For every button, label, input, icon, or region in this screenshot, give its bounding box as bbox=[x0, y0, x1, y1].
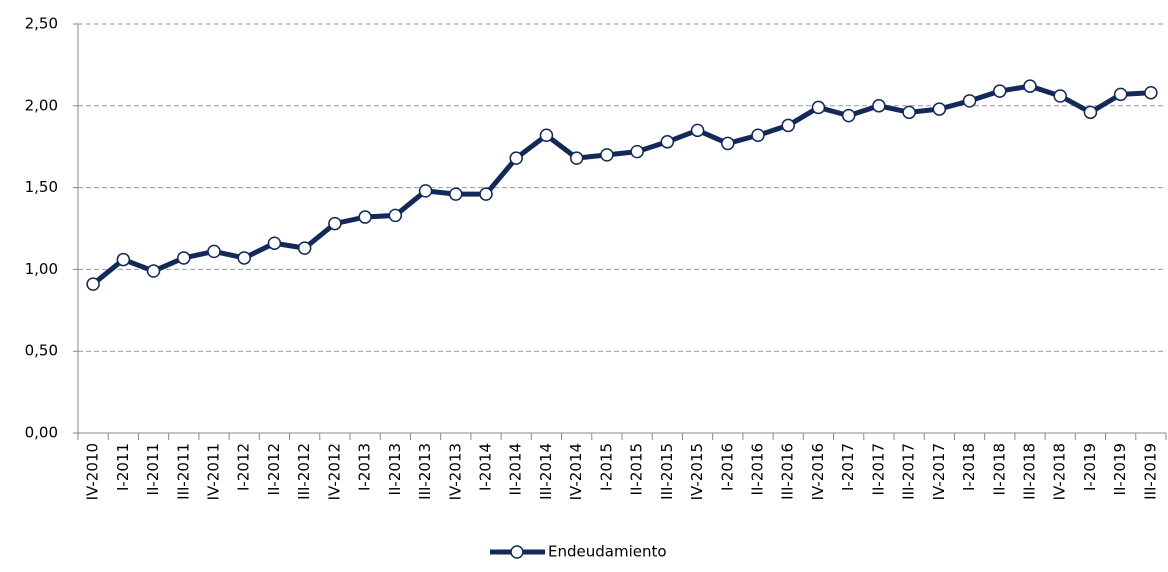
x-tick-label: III-2016 bbox=[779, 443, 797, 500]
data-point bbox=[690, 123, 705, 138]
x-tick-label: II-2012 bbox=[265, 443, 283, 495]
data-point bbox=[932, 102, 947, 116]
data-point bbox=[660, 135, 675, 149]
x-tick-label: I-2018 bbox=[960, 443, 978, 491]
x-tick-label: II-2015 bbox=[628, 443, 646, 495]
x-tick-label: I-2017 bbox=[839, 443, 857, 491]
data-point bbox=[902, 105, 916, 120]
data-point bbox=[993, 84, 1007, 98]
x-tick-label: II-2016 bbox=[749, 443, 767, 495]
data-point bbox=[841, 108, 856, 123]
data-point bbox=[207, 244, 221, 259]
x-tick-label: IV-2018 bbox=[1051, 443, 1069, 500]
data-point bbox=[146, 264, 161, 278]
x-tick-label: IV-2011 bbox=[205, 443, 223, 500]
y-tick-label: 2,00 bbox=[25, 96, 58, 114]
data-point bbox=[962, 94, 977, 108]
x-tick-label: III-2011 bbox=[174, 443, 192, 500]
data-point bbox=[600, 148, 614, 162]
x-tick-label: III-2015 bbox=[658, 443, 676, 500]
data-point bbox=[1144, 85, 1158, 100]
x-tick-label: IV-2012 bbox=[325, 443, 343, 500]
x-tick-label: IV-2010 bbox=[84, 443, 102, 500]
x-tick-label: II-2013 bbox=[386, 443, 404, 495]
x-tick-label: II-2018 bbox=[990, 443, 1008, 495]
x-tick-label: III-2014 bbox=[537, 443, 555, 500]
x-tick-label: IV-2017 bbox=[930, 443, 948, 500]
x-tick-label: I-2019 bbox=[1081, 443, 1099, 491]
x-tick-label: IV-2014 bbox=[567, 443, 585, 500]
y-tick-label: 2,50 bbox=[25, 15, 58, 33]
x-tick-label: I-2013 bbox=[356, 443, 374, 491]
data-point bbox=[1083, 105, 1098, 120]
x-tick-label: II-2019 bbox=[1111, 443, 1129, 495]
x-tick-label: I-2014 bbox=[477, 443, 495, 491]
data-point bbox=[328, 216, 342, 231]
x-tick-label: IV-2013 bbox=[446, 443, 464, 500]
data-point bbox=[297, 241, 312, 255]
data-point bbox=[1053, 89, 1067, 103]
x-tick-label: II-2014 bbox=[507, 443, 525, 495]
data-point bbox=[509, 151, 523, 165]
x-tick-label: III-2019 bbox=[1141, 443, 1159, 500]
data-line bbox=[91, 83, 1152, 287]
x-tick-label: II-2011 bbox=[144, 443, 162, 495]
legend-marker bbox=[510, 545, 524, 559]
data-point bbox=[237, 251, 251, 265]
x-tick-label: II-2017 bbox=[869, 443, 887, 495]
data-point bbox=[449, 187, 463, 201]
data-point bbox=[177, 251, 191, 265]
data-point bbox=[811, 100, 826, 115]
y-tick-label: 0,00 bbox=[25, 424, 58, 442]
y-tick-label: 1,00 bbox=[25, 260, 58, 278]
data-point bbox=[418, 184, 433, 198]
data-point bbox=[1023, 79, 1037, 93]
data-point bbox=[479, 187, 493, 201]
y-tick-label: 0,50 bbox=[25, 342, 58, 360]
legend-label: Endeudamiento bbox=[548, 543, 667, 561]
data-point bbox=[86, 277, 100, 291]
x-tick-label: IV-2015 bbox=[688, 443, 706, 500]
x-tick-label: III-2013 bbox=[416, 443, 434, 500]
data-point bbox=[569, 151, 584, 165]
data-point bbox=[539, 128, 554, 142]
data-point bbox=[116, 252, 131, 267]
x-tick-label: I-2012 bbox=[235, 443, 253, 491]
data-point bbox=[388, 208, 403, 223]
x-tick-label: I-2015 bbox=[597, 443, 615, 491]
x-tick-label: IV-2016 bbox=[809, 443, 827, 500]
data-point bbox=[267, 236, 282, 250]
x-tick-label: III-2018 bbox=[1021, 443, 1039, 500]
x-tick-label: I-2011 bbox=[114, 443, 132, 491]
y-tick-label: 1,50 bbox=[25, 178, 58, 196]
x-tick-label: III-2017 bbox=[900, 443, 918, 500]
x-tick-label: I-2016 bbox=[718, 443, 736, 491]
data-point bbox=[751, 128, 765, 142]
data-point bbox=[872, 99, 886, 113]
data-point bbox=[630, 144, 644, 159]
data-point bbox=[781, 118, 795, 133]
data-point bbox=[1113, 87, 1128, 102]
data-point bbox=[721, 136, 735, 151]
x-tick-label: III-2012 bbox=[295, 443, 313, 500]
data-point bbox=[358, 210, 372, 224]
